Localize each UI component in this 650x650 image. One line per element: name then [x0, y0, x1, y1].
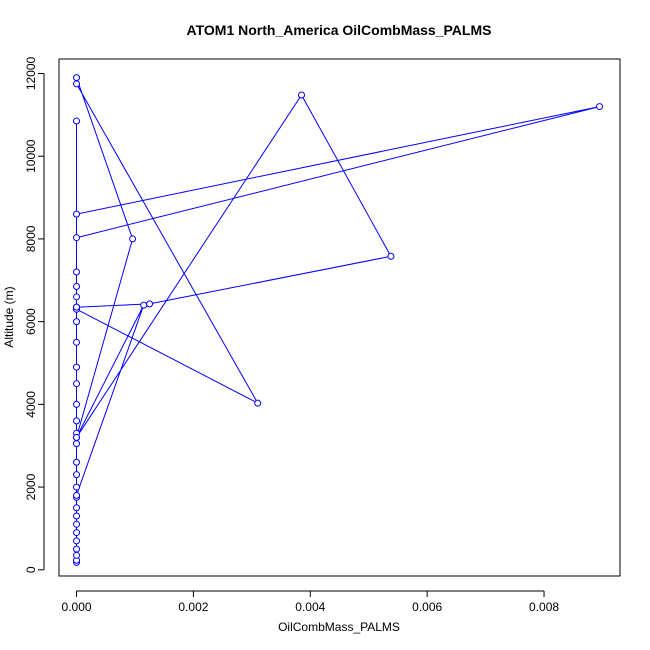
data-point	[140, 301, 148, 309]
data-point	[73, 380, 81, 388]
data-point	[73, 520, 81, 528]
data-point	[73, 303, 81, 311]
y-tick-label: 0	[24, 566, 38, 573]
y-axis: 0 2000 4000 6000 8000 10000 12000	[24, 56, 45, 573]
x-tick-label: 0.000	[62, 600, 92, 614]
data-point	[73, 234, 81, 242]
y-tick-label: 10000	[24, 139, 38, 173]
data-point	[73, 545, 81, 553]
data-point	[73, 74, 81, 82]
data-point	[73, 471, 81, 479]
x-tick-label: 0.006	[412, 600, 442, 614]
data-point	[73, 400, 81, 408]
data-point	[73, 529, 81, 537]
data-points	[73, 74, 604, 566]
y-axis-label: Altitude (m)	[2, 286, 16, 347]
data-point	[73, 417, 81, 425]
data-point	[73, 433, 81, 441]
x-tick-label: 0.004	[295, 600, 325, 614]
data-point	[73, 318, 81, 326]
data-point	[387, 252, 395, 260]
data-point	[73, 491, 81, 499]
series-line	[76, 77, 600, 563]
y-tick-label: 4000	[24, 391, 38, 418]
x-axis: 0.000 0.002 0.004 0.006 0.008	[62, 590, 559, 614]
data-point	[73, 537, 81, 545]
data-point	[73, 338, 81, 346]
y-tick-label: 6000	[24, 308, 38, 335]
data-point	[129, 235, 137, 243]
data-point	[73, 512, 81, 520]
y-tick-label: 2000	[24, 473, 38, 500]
data-point	[254, 399, 262, 407]
x-axis-label: OilCombMass_PALMS	[278, 620, 400, 634]
data-point	[298, 91, 306, 99]
data-point	[73, 268, 81, 276]
data-point	[73, 293, 81, 301]
data-point	[146, 300, 154, 308]
data-point	[73, 440, 81, 448]
data-point	[73, 282, 81, 290]
data-point	[73, 551, 81, 559]
x-tick-label: 0.008	[529, 600, 559, 614]
plot-frame	[58, 58, 621, 577]
data-point	[73, 117, 81, 125]
data-point	[73, 210, 81, 218]
data-point	[73, 458, 81, 466]
x-tick-label: 0.002	[178, 600, 208, 614]
data-point	[73, 80, 81, 88]
y-tick-label: 12000	[24, 56, 38, 90]
y-tick-label: 8000	[24, 225, 38, 252]
data-point	[73, 483, 81, 491]
data-point	[596, 103, 604, 111]
data-point	[73, 363, 81, 371]
chart-title: ATOM1 North_America OilCombMass_PALMS	[187, 22, 492, 38]
data-point	[73, 504, 81, 512]
